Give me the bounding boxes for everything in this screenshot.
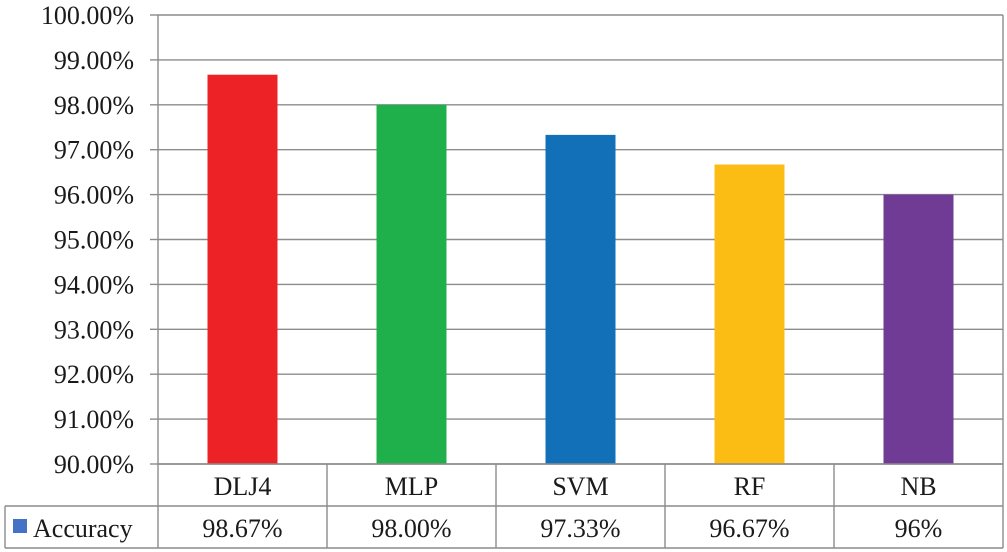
- y-tick-label: 94.00%: [54, 270, 134, 299]
- legend-swatch: [13, 519, 27, 533]
- data-value-label: 97.33%: [540, 514, 620, 543]
- x-category-label: NB: [900, 472, 936, 501]
- y-tick-label: 96.00%: [54, 181, 134, 210]
- y-tick-label: 98.00%: [54, 91, 134, 120]
- y-tick-label: 100.00%: [41, 1, 134, 30]
- x-category-label: MLP: [385, 472, 438, 501]
- data-table: DLJ4 98.67% MLP 98.00% SVM 97.33% RF 96.67% NB 96…: [4, 463, 1003, 549]
- x-category-label: RF: [734, 472, 766, 501]
- data-value-label: 96.67%: [709, 514, 789, 543]
- data-value-label: 98.00%: [371, 514, 451, 543]
- bar-rf: [714, 164, 785, 464]
- bar-mlp: [376, 104, 447, 465]
- x-category-label: DLJ4: [214, 472, 272, 501]
- y-tick-label: 99.00%: [54, 46, 134, 75]
- x-category-label: SVM: [552, 472, 608, 501]
- bars: [207, 74, 954, 465]
- data-value-label: 96%: [895, 514, 943, 543]
- y-tick-label: 92.00%: [54, 360, 134, 389]
- y-tick-label: 95.00%: [54, 226, 134, 255]
- bar-svm: [545, 134, 616, 464]
- bar-dlj4: [207, 74, 278, 464]
- y-tick-labels: 90.00% 91.00% 92.00% 93.00% 94.00% 95.00% 96.0…: [41, 1, 158, 479]
- data-value-label: 98.67%: [202, 514, 282, 543]
- y-tick-label: 91.00%: [54, 405, 134, 434]
- y-tick-label: 90.00%: [54, 450, 134, 479]
- legend-series-name: Accuracy: [33, 514, 133, 543]
- bar-nb: [883, 194, 954, 464]
- y-tick-label: 93.00%: [54, 315, 134, 344]
- y-tick-label: 97.00%: [54, 136, 134, 165]
